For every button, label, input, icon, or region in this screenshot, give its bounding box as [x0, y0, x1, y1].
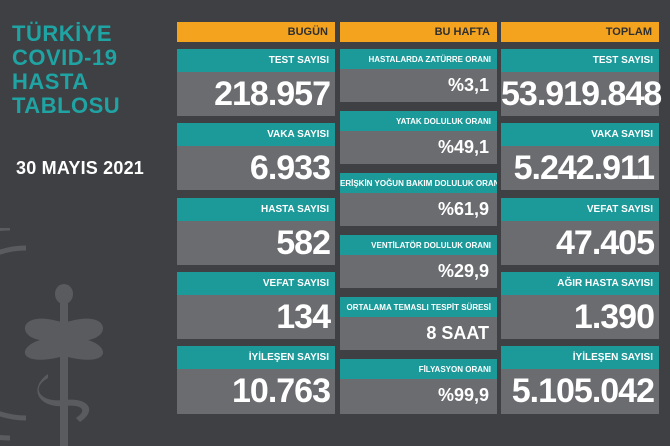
- card-value: 47.405: [556, 224, 655, 262]
- health-ministry-emblem-icon: [0, 228, 104, 446]
- card-label: ERİŞKİN YOĞUN BAKIM DOLULUK ORANI: [340, 173, 497, 193]
- card-value: 134: [276, 298, 331, 336]
- column-header-bu-hafta: BU HAFTA: [340, 22, 497, 42]
- card-label: TEST SAYISI: [177, 49, 335, 72]
- page-title: TÜRKİYE COVID-19 HASTA TABLOSU: [12, 22, 120, 118]
- card-label: VENTİLATÖR DOLULUK ORANI: [340, 235, 497, 255]
- title-line-2: COVID-19: [12, 45, 118, 70]
- card-bugun-hasta: HASTA SAYISI 582: [177, 198, 335, 265]
- card-label: VEFAT SAYISI: [177, 272, 335, 295]
- card-bugun-vefat: VEFAT SAYISI 134: [177, 272, 335, 339]
- column-header-bugun: BUGÜN: [177, 22, 335, 42]
- card-label: ORTALAMA TEMASLI TESPİT SÜRESİ: [340, 297, 497, 317]
- card-toplam-vefat: VEFAT SAYISI 47.405: [501, 198, 659, 265]
- title-line-3: HASTA: [12, 69, 89, 94]
- card-bugun-iyilesen: İYİLEŞEN SAYISI 10.763: [177, 346, 335, 414]
- card-value: 218.957: [214, 75, 331, 113]
- card-value: 5.242.911: [513, 149, 655, 187]
- card-value: 582: [276, 224, 331, 262]
- card-label: TEST SAYISI: [501, 49, 659, 72]
- card-hafta-ventilator: VENTİLATÖR DOLULUK ORANI %29,9: [340, 235, 497, 288]
- title-line-1: TÜRKİYE: [12, 21, 113, 46]
- card-value: %29,9: [437, 261, 489, 281]
- column-bu-hafta: BU HAFTA HASTALARDA ZATÜRRE ORANI %3,1 Y…: [340, 22, 497, 414]
- card-value: 6.933: [249, 149, 331, 187]
- column-header-toplam: TOPLAM: [501, 22, 659, 42]
- card-label: FİLYASYON ORANI: [340, 359, 497, 379]
- card-label: VAKA SAYISI: [177, 123, 335, 146]
- card-hafta-yatak: YATAK DOLULUK ORANI %49,1: [340, 111, 497, 164]
- card-value: %49,1: [437, 137, 489, 157]
- column-bugun: BUGÜN TEST SAYISI 218.957 VAKA SAYISI 6.…: [177, 22, 335, 414]
- card-value: 8 SAAT: [426, 323, 489, 343]
- card-label: HASTA SAYISI: [177, 198, 335, 221]
- card-bugun-test: TEST SAYISI 218.957: [177, 49, 335, 116]
- card-toplam-test: TEST SAYISI 53.919.848: [501, 49, 662, 116]
- card-value: %99,9: [437, 385, 489, 405]
- card-value: %3,1: [447, 75, 489, 95]
- card-label: VAKA SAYISI: [501, 123, 659, 146]
- card-label: YATAK DOLULUK ORANI: [340, 111, 497, 131]
- card-value: 1.390: [573, 298, 655, 336]
- card-toplam-vaka: VAKA SAYISI 5.242.911: [501, 123, 659, 190]
- card-label: İYİLEŞEN SAYISI: [177, 346, 335, 369]
- card-bugun-vaka: VAKA SAYISI 6.933: [177, 123, 335, 190]
- card-label: AĞIR HASTA SAYISI: [501, 272, 659, 295]
- card-value: 5.105.042: [511, 372, 655, 410]
- card-hafta-yogun-bakim: ERİŞKİN YOĞUN BAKIM DOLULUK ORANI %61,9: [340, 173, 497, 226]
- column-toplam: TOPLAM TEST SAYISI 53.919.848 VAKA SAYIS…: [501, 22, 662, 414]
- title-line-4: TABLOSU: [12, 93, 121, 118]
- card-label: İYİLEŞEN SAYISI: [501, 346, 659, 369]
- card-toplam-iyilesen: İYİLEŞEN SAYISI 5.105.042: [501, 346, 659, 414]
- card-toplam-agir-hasta: AĞIR HASTA SAYISI 1.390: [501, 272, 659, 339]
- card-value: 53.919.848: [501, 75, 662, 113]
- card-hafta-filyasyon: FİLYASYON ORANI %99,9: [340, 359, 497, 414]
- card-hafta-temasli: ORTALAMA TEMASLI TESPİT SÜRESİ 8 SAAT: [340, 297, 497, 350]
- card-value: 10.763: [232, 372, 331, 410]
- card-hafta-zaturre: HASTALARDA ZATÜRRE ORANI %3,1: [340, 49, 497, 102]
- report-date: 30 MAYIS 2021: [16, 158, 145, 178]
- card-label: VEFAT SAYISI: [501, 198, 659, 221]
- card-label: HASTALARDA ZATÜRRE ORANI: [340, 49, 497, 69]
- card-value: %61,9: [437, 199, 489, 219]
